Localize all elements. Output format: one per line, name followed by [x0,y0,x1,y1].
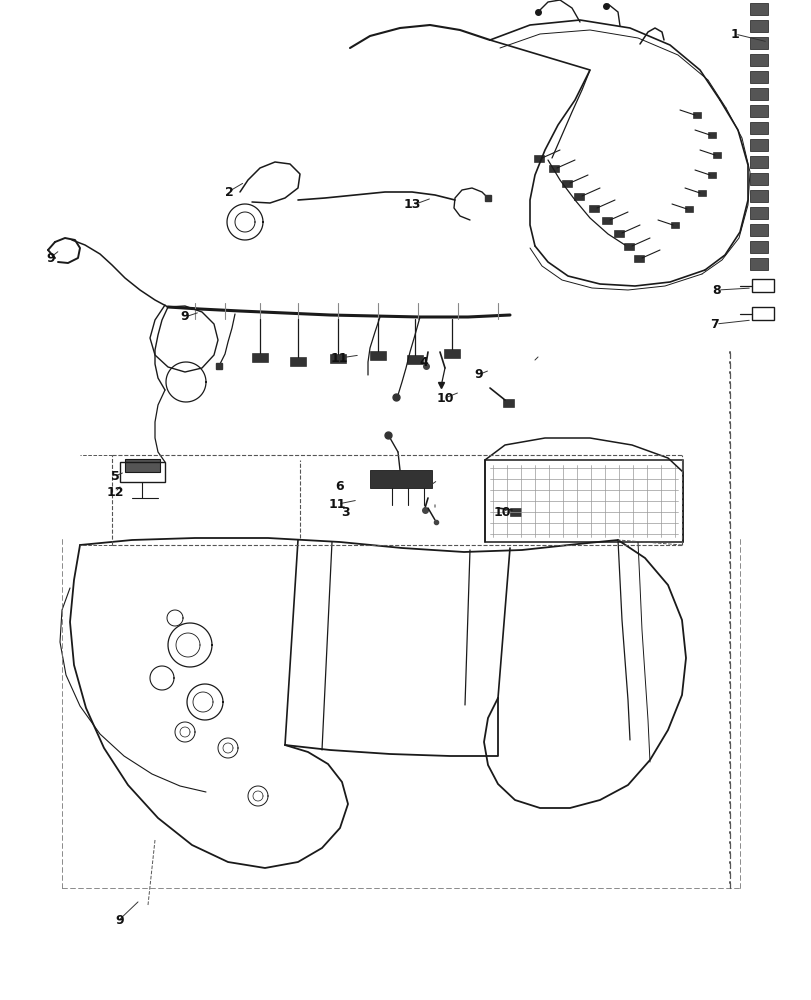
Text: 11: 11 [328,497,345,510]
Bar [749,241,767,253]
Bar [125,459,160,472]
Bar [370,351,385,360]
Bar [623,243,633,250]
Text: 9: 9 [116,914,124,928]
Bar [749,224,767,236]
Bar [707,172,715,178]
Bar [749,173,767,185]
Text: 10: 10 [492,506,510,518]
Bar [534,155,543,162]
Text: 1: 1 [730,27,738,40]
Bar [749,105,767,117]
Text: 9: 9 [47,251,55,264]
Bar [561,180,571,187]
Bar [749,54,767,66]
Bar [697,190,705,196]
Text: 9: 9 [474,368,483,381]
Bar [749,190,767,202]
Bar [749,258,767,270]
Bar [749,20,767,32]
Text: 8: 8 [711,284,719,296]
Text: 5: 5 [111,470,119,483]
Bar [749,3,767,15]
Bar [749,37,767,49]
Bar [613,230,623,237]
Bar [588,205,599,212]
Bar [670,222,678,228]
Bar [444,349,460,358]
Text: 11: 11 [330,352,348,364]
Bar [290,357,306,366]
Text: 3: 3 [341,506,349,518]
Bar [251,353,268,362]
Text: 2: 2 [225,186,233,198]
Bar [502,399,513,407]
Bar [484,460,682,542]
Text: 9: 9 [181,310,189,324]
Bar [749,88,767,100]
Text: 7: 7 [710,318,718,330]
Bar [707,132,715,138]
Bar [749,122,767,134]
Bar [329,354,345,363]
Bar [712,152,720,158]
Bar [749,139,767,151]
Bar [573,193,583,200]
Bar [601,217,611,224]
Text: 6: 6 [335,481,343,493]
Bar [684,206,692,212]
Bar [120,462,165,482]
Bar [749,156,767,168]
Text: 12: 12 [106,486,124,498]
Bar [548,165,558,172]
Bar [633,255,643,262]
Bar [692,112,700,118]
Bar [751,279,773,292]
Bar [751,307,773,320]
Text: 10: 10 [436,391,453,404]
Bar [749,207,767,219]
Bar [370,470,431,488]
Text: 4: 4 [419,356,427,368]
Bar [749,71,767,83]
Text: 13: 13 [403,198,421,212]
Bar [406,355,423,364]
Bar [509,508,521,516]
